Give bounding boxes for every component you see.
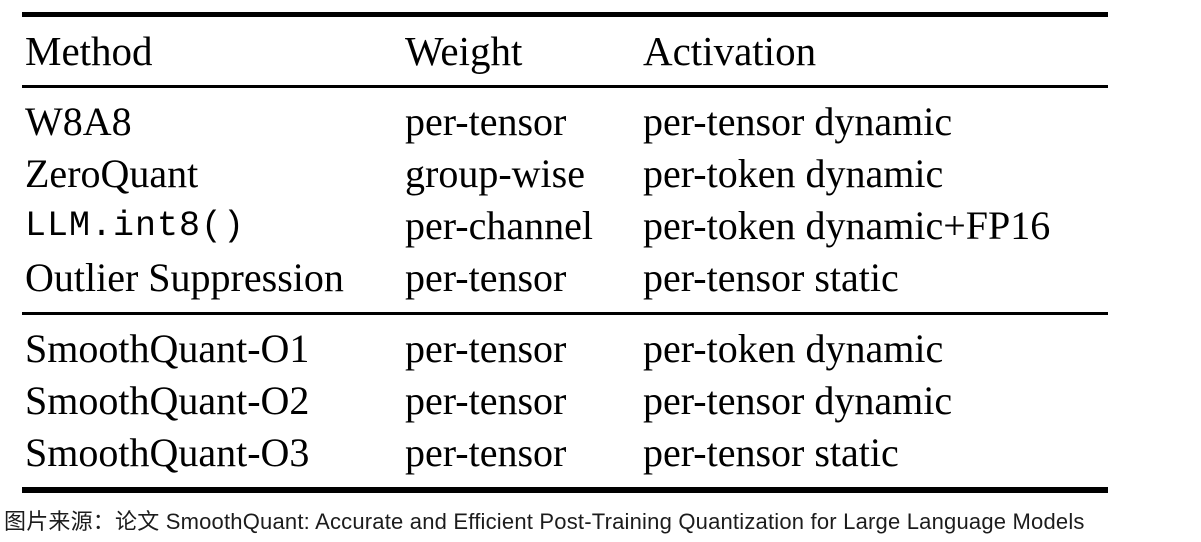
activation-cell: per-tensor static [643,430,899,475]
activation-cell: per-token dynamic [643,326,944,371]
column-header-weight: Weight [405,27,523,74]
table-row: SmoothQuant-O1 per-tensor per-token dynami… [22,323,1108,375]
weight-cell: group-wise [405,151,585,196]
activation-cell: per-tensor static [643,255,899,300]
weight-cell: per-tensor [405,99,567,144]
method-cell: SmoothQuant-O1 [25,326,310,371]
table-bottom-rule [22,487,1108,493]
table-row: W8A8 per-tensor per-tensor dynamic [22,96,1108,148]
table-section-smoothquant: SmoothQuant-O1 per-tensor per-token dynami… [22,315,1108,487]
table-section-rule [22,312,1108,315]
table-row: SmoothQuant-O2 per-tensor per-tensor dynam… [22,375,1108,427]
method-cell: Outlier Suppression [25,255,344,300]
table-top-rule [22,12,1108,17]
activation-cell: per-tensor dynamic [643,378,953,423]
method-cell: W8A8 [25,99,132,144]
quantization-methods-table: Method Weight Activation W8A8 per-tensor p… [22,12,1108,493]
column-header-activation: Activation [643,27,817,74]
table-header-rule [22,85,1108,88]
activation-cell: per-tensor dynamic [643,99,953,144]
table-row: Outlier Suppression per-tensor per-tensor … [22,252,1108,304]
column-header-method: Method [25,27,153,74]
image-source-caption: 图片来源：论文 SmoothQuant: Accurate and Effici… [4,509,1085,534]
weight-cell: per-tensor [405,378,567,423]
activation-cell: per-token dynamic [643,151,944,196]
table-section-baselines: W8A8 per-tensor per-tensor dynamic ZeroQuan… [22,88,1108,312]
method-cell: LLM.int8() [25,205,246,246]
method-cell: SmoothQuant-O3 [25,430,310,475]
weight-cell: per-channel [405,203,593,248]
table-row: SmoothQuant-O3 per-tensor per-tensor stati… [22,427,1108,479]
table-header-row: Method Weight Activation [22,17,1108,85]
table-row: LLM.int8() per-channel per-token dynamic+F… [22,200,1108,252]
method-cell: ZeroQuant [25,151,199,196]
activation-cell: per-token dynamic+FP16 [643,203,1051,248]
weight-cell: per-tensor [405,255,567,300]
weight-cell: per-tensor [405,326,567,371]
weight-cell: per-tensor [405,430,567,475]
table-row: ZeroQuant group-wise per-token dynamic [22,148,1108,200]
method-cell: SmoothQuant-O2 [25,378,310,423]
